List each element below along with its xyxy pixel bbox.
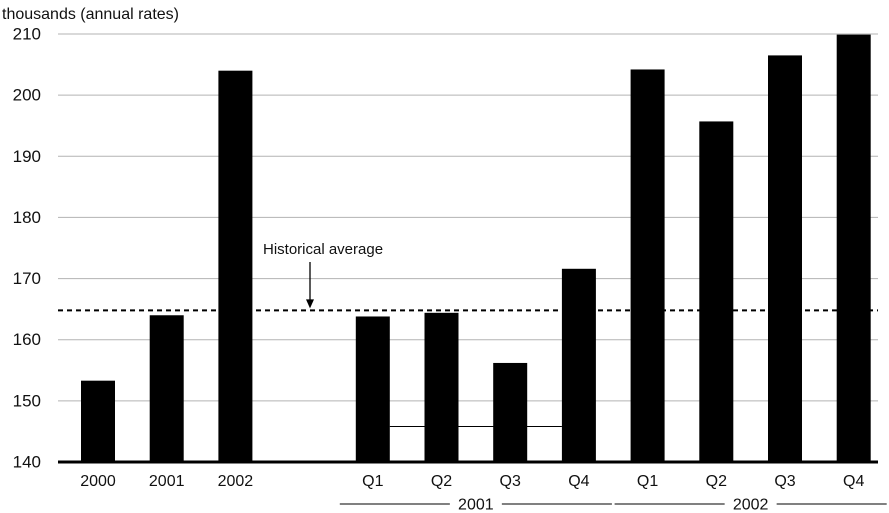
x-tick-label: Q2 <box>431 473 452 490</box>
y-tick-label: 140 <box>13 453 41 472</box>
historical-average-label: Historical average <box>263 241 383 258</box>
x-tick-label: Q1 <box>362 473 383 490</box>
y-tick-label: 210 <box>13 25 41 44</box>
x-tick-label: Q1 <box>637 473 658 490</box>
x-tick-label: Q4 <box>568 473 589 490</box>
bar-q1-7 <box>630 69 665 462</box>
bar-2001-1 <box>149 315 184 462</box>
x-tick-label: Q2 <box>706 473 727 490</box>
x-tick-label: Q3 <box>774 473 795 490</box>
bar-q2-8 <box>699 121 734 462</box>
reference-line-group: Historical average <box>58 241 878 312</box>
x-tick-label: Q3 <box>500 473 521 490</box>
y-tick-label: 200 <box>13 86 41 105</box>
historical-average-arrowhead <box>306 299 314 309</box>
bar-q2-4 <box>424 312 459 462</box>
bar-2000-0 <box>81 380 115 462</box>
bar-q4-10 <box>836 34 871 463</box>
y-tick-label: 150 <box>13 391 41 410</box>
y-tick-labels: 140 150 160 170 180 190 200 210 <box>13 25 41 472</box>
bar-q1-3 <box>355 316 390 462</box>
x-tick-label: Q4 <box>843 473 864 490</box>
bar-q3-5 <box>493 362 528 462</box>
y-tick-label: 160 <box>13 330 41 349</box>
bars <box>81 34 871 463</box>
x-tick-label: 2002 <box>218 473 254 490</box>
x-tick-labels: 2000 2001 2002 Q1 Q2 Q3 Q4 Q1 Q2 Q3 Q4 <box>80 473 864 490</box>
bar-2002-2 <box>218 70 253 462</box>
y-tick-label: 180 <box>13 208 41 227</box>
group-labels: 2001 2002 <box>339 497 887 513</box>
gridlines <box>58 33 878 402</box>
bar-q4-6 <box>561 268 596 462</box>
group-label: 2001 <box>458 497 494 513</box>
bar-q3-9 <box>768 55 802 463</box>
y-axis-label: thousands (annual rates) <box>2 6 179 23</box>
y-tick-label: 190 <box>13 147 41 166</box>
x-tick-label: 2001 <box>149 473 185 490</box>
group-label: 2002 <box>733 497 769 513</box>
y-tick-label: 170 <box>13 269 41 288</box>
x-tick-label: 2000 <box>80 473 116 490</box>
